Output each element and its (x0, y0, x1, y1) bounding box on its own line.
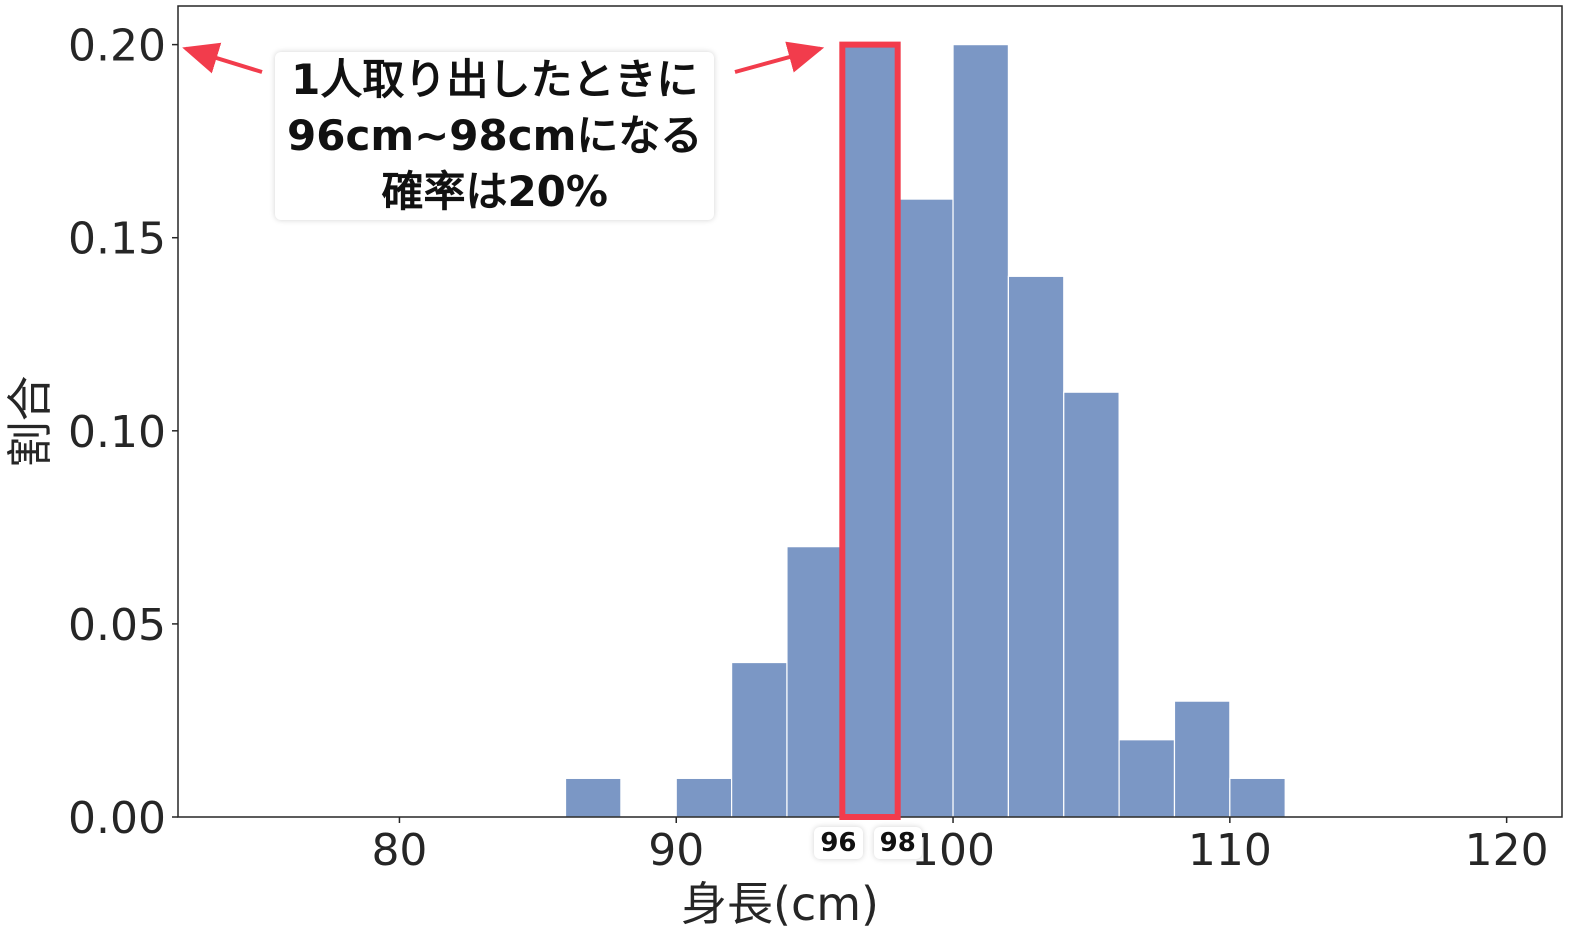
x-tick-label: 90 (648, 825, 704, 876)
y-axis: 0.00 0.05 0.10 0.15 0.20 (68, 21, 178, 844)
annotation-line-1: 1人取り出したときに (291, 55, 699, 104)
edge-label-98: 98 (873, 827, 922, 859)
x-tick-label: 110 (1188, 825, 1272, 876)
y-tick-label: 0.10 (68, 407, 166, 458)
x-tick-label: 80 (371, 825, 427, 876)
histogram-bar (1007, 275, 1065, 818)
histogram-bar (1118, 739, 1176, 818)
histogram-bar (952, 44, 1009, 818)
y-axis-title: 割合 (3, 376, 57, 468)
annotation-line-3: 確率は20% (381, 167, 608, 216)
highlight-box (839, 41, 901, 821)
histogram-bar (730, 661, 788, 818)
histogram-bar (786, 546, 843, 818)
y-tick-label: 0.20 (68, 21, 166, 72)
annotation-arrow-left (182, 42, 263, 74)
histogram-bar (675, 777, 733, 818)
histogram-bar (1229, 777, 1286, 818)
x-axis-title: 身長(cm) (681, 877, 879, 931)
edge-label-96: 96 (814, 827, 863, 859)
annotation-arrow-right (734, 41, 825, 74)
bars-group (564, 44, 1286, 818)
annotation-line-2: 96cm~98cmになる (287, 111, 703, 160)
y-tick-label: 0.15 (68, 214, 166, 265)
y-tick-label: 0.00 (68, 793, 166, 844)
histogram-bar (897, 198, 954, 818)
histogram-bar (841, 44, 899, 818)
annotation-callout: 1人取り出したときに 96cm~98cmになる 確率は20% (275, 52, 715, 220)
y-tick-label: 0.05 (68, 600, 166, 651)
histogram-bar (564, 777, 622, 818)
x-tick-label: 120 (1465, 825, 1549, 876)
histogram-bar (1173, 700, 1231, 818)
x-tick-label: 100 (911, 825, 995, 876)
x-axis: 80 90 100 110 120 (371, 817, 1549, 876)
histogram-bar (1063, 391, 1120, 818)
